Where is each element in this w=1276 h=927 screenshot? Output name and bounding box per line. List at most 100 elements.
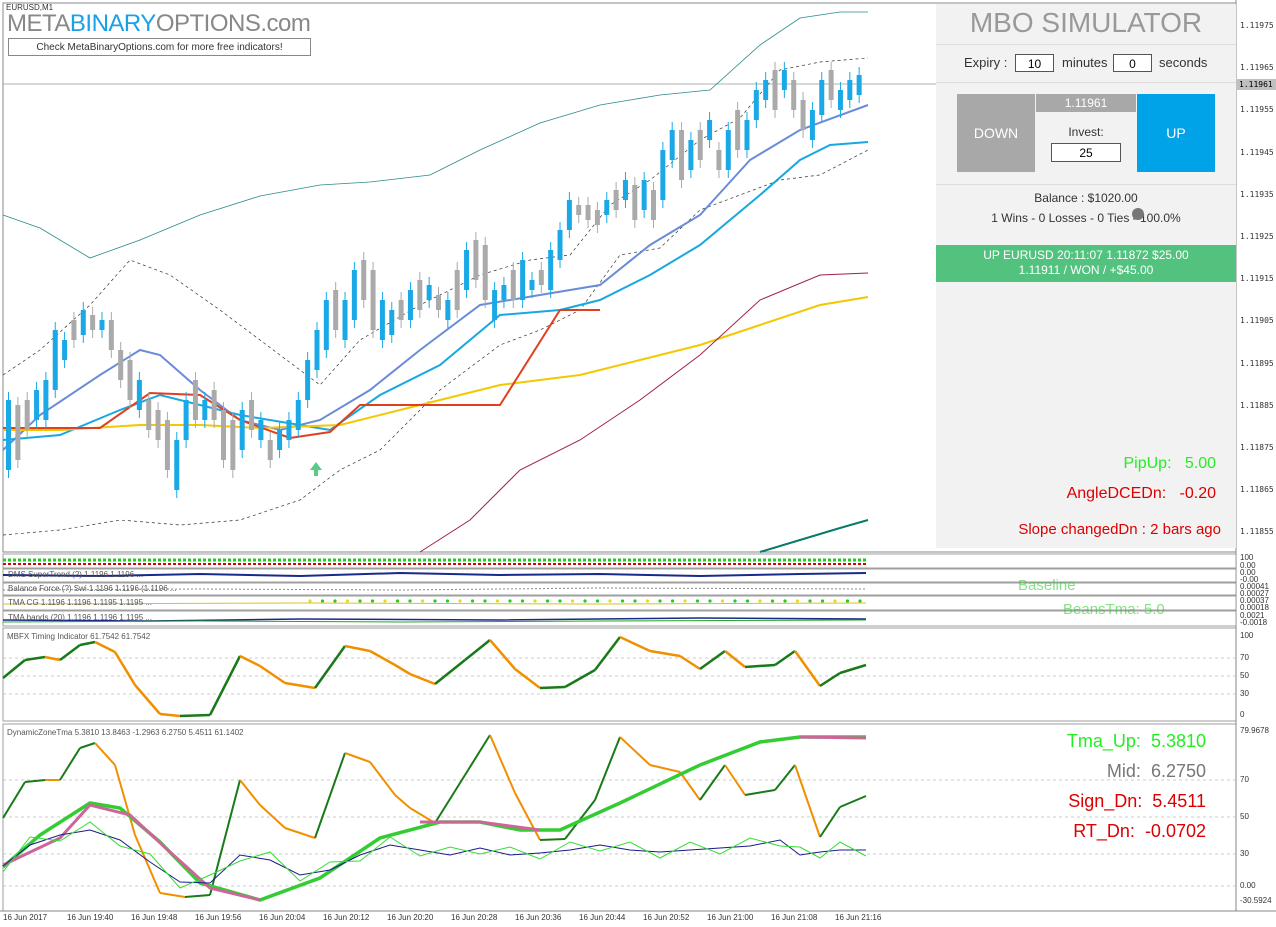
up-button[interactable]: UP bbox=[1137, 94, 1215, 172]
dzt-segment bbox=[284, 827, 316, 839]
rt-dn-readout: RT_Dn: -0.0702 bbox=[1073, 821, 1206, 842]
main-indicator-lines bbox=[2, 11, 869, 553]
panel4-line bbox=[2, 602, 867, 605]
timing-segment bbox=[369, 649, 396, 667]
panel3-tick-top: 0.00041 bbox=[1240, 582, 1269, 591]
upper-band-line bbox=[2, 11, 868, 259]
panel5-tick-top: 0.0021 bbox=[1240, 611, 1265, 620]
candle-body bbox=[249, 400, 255, 430]
dzt-segment bbox=[464, 734, 491, 776]
timing-tick: 30 bbox=[1240, 689, 1249, 698]
panel4-dot bbox=[408, 599, 412, 603]
fast-ma-line bbox=[2, 141, 869, 441]
dzt-segment bbox=[594, 736, 621, 801]
candle-body bbox=[856, 75, 862, 95]
candle-body bbox=[174, 440, 180, 490]
panel4-dot bbox=[483, 599, 487, 603]
panel4-dot bbox=[595, 599, 600, 603]
panel4-dot bbox=[545, 599, 550, 603]
trade-result-box: UP EURUSD 20:11:07 1.11872 $25.00 1.1191… bbox=[936, 245, 1236, 282]
timing-segment bbox=[79, 640, 96, 647]
time-tick: 16 Jun 20:20 bbox=[387, 913, 434, 922]
time-tick: 16 Jun 20:52 bbox=[643, 913, 690, 922]
time-tick: 16 Jun 19:48 bbox=[131, 913, 178, 922]
panel4-dot bbox=[820, 599, 825, 603]
invest-input[interactable]: 25 bbox=[1051, 143, 1121, 162]
candle-body bbox=[651, 190, 656, 220]
pipup-value: 5.00 bbox=[1184, 455, 1216, 472]
candle-body bbox=[735, 110, 741, 150]
logo-text-options: OPTIONS bbox=[155, 10, 261, 37]
panel4-dot bbox=[445, 599, 450, 603]
candle-body bbox=[15, 405, 21, 460]
stats-text: 1 Wins - 0 Losses - 0 Ties - 100.0% bbox=[991, 211, 1181, 225]
panel4-dot bbox=[708, 599, 712, 603]
timing-segment bbox=[489, 639, 516, 670]
candle-body bbox=[688, 140, 694, 170]
down-button[interactable]: DOWN bbox=[957, 94, 1035, 172]
panel4-dot bbox=[508, 599, 512, 603]
candle-body bbox=[389, 310, 395, 335]
panel4-dot bbox=[745, 599, 750, 603]
time-tick: 16 Jun 19:40 bbox=[67, 913, 114, 922]
dzt-segment bbox=[539, 838, 566, 841]
timing-tick: 70 bbox=[1240, 653, 1249, 662]
panel4-dot bbox=[795, 599, 800, 603]
binary-simulator-panel: MBO SIMULATOR Expiry : 10 minutes 0 seco… bbox=[936, 4, 1236, 548]
timing-segment bbox=[744, 663, 776, 669]
panel4-dot bbox=[533, 599, 537, 603]
mid-value: 6.2750 bbox=[1150, 761, 1206, 781]
panel4-dot bbox=[458, 599, 462, 603]
panel4-dot bbox=[370, 599, 375, 603]
panel5-tick-bottom: -0.0018 bbox=[1240, 618, 1268, 627]
current-price-tag: 1.11961 bbox=[1237, 79, 1276, 90]
candle-body bbox=[697, 130, 703, 160]
price-tick: 1.11935 bbox=[1240, 189, 1274, 199]
dzt-segment bbox=[79, 742, 96, 749]
time-tick: 16 Jun 19:56 bbox=[195, 913, 242, 922]
candle-body bbox=[707, 120, 713, 140]
dzt-signal-line-dn-2 bbox=[420, 820, 541, 832]
candle-body bbox=[679, 130, 685, 180]
candle-body bbox=[557, 230, 563, 260]
timing-segment bbox=[313, 645, 347, 689]
timing-segment bbox=[134, 684, 161, 715]
candle-body bbox=[464, 250, 470, 290]
timing-segment bbox=[434, 659, 466, 685]
timing-segment bbox=[539, 685, 566, 690]
expiry-minutes-input[interactable]: 10 bbox=[1015, 54, 1054, 72]
expiry-seconds-input[interactable]: 0 bbox=[1113, 54, 1152, 72]
rt-dn-label: RT_Dn: bbox=[1073, 821, 1135, 841]
brand-logo[interactable]: METABINARYOPTIONS.com bbox=[7, 10, 311, 37]
balance-text: Balance : $1020.00 bbox=[1034, 191, 1138, 205]
dzt-segment bbox=[774, 764, 796, 791]
panel4-dot bbox=[383, 599, 387, 603]
dzt-segment bbox=[114, 764, 136, 836]
candle-body bbox=[436, 295, 441, 310]
dzt-segment bbox=[839, 795, 867, 808]
price-tick: 1.11925 bbox=[1240, 232, 1274, 241]
panel4-dot bbox=[495, 599, 500, 603]
timing-segment bbox=[564, 668, 596, 689]
candle-body bbox=[90, 315, 96, 330]
price-tick: 1.11945 bbox=[1240, 147, 1274, 157]
promo-link-button[interactable]: Check MetaBinaryOptions.com for more fre… bbox=[8, 38, 311, 56]
dzt-segment bbox=[314, 752, 346, 839]
timing-segment bbox=[2, 659, 26, 679]
price-tick: 1.11885 bbox=[1240, 400, 1274, 410]
panel4-dot bbox=[858, 599, 862, 603]
candle-body bbox=[43, 380, 49, 420]
panel4-dot bbox=[808, 599, 812, 603]
panel4-dot bbox=[420, 599, 425, 603]
mid-ma-line bbox=[2, 104, 869, 451]
panel4-dot bbox=[658, 599, 662, 603]
candle-body bbox=[426, 285, 432, 300]
candle-body bbox=[34, 390, 40, 420]
invest-label: Invest: bbox=[1068, 125, 1104, 139]
panel4-dot bbox=[558, 599, 562, 603]
candle-body bbox=[71, 320, 77, 340]
timing-tick: 50 bbox=[1240, 671, 1249, 680]
candle-body bbox=[454, 270, 460, 310]
dzt-segment bbox=[59, 747, 81, 781]
